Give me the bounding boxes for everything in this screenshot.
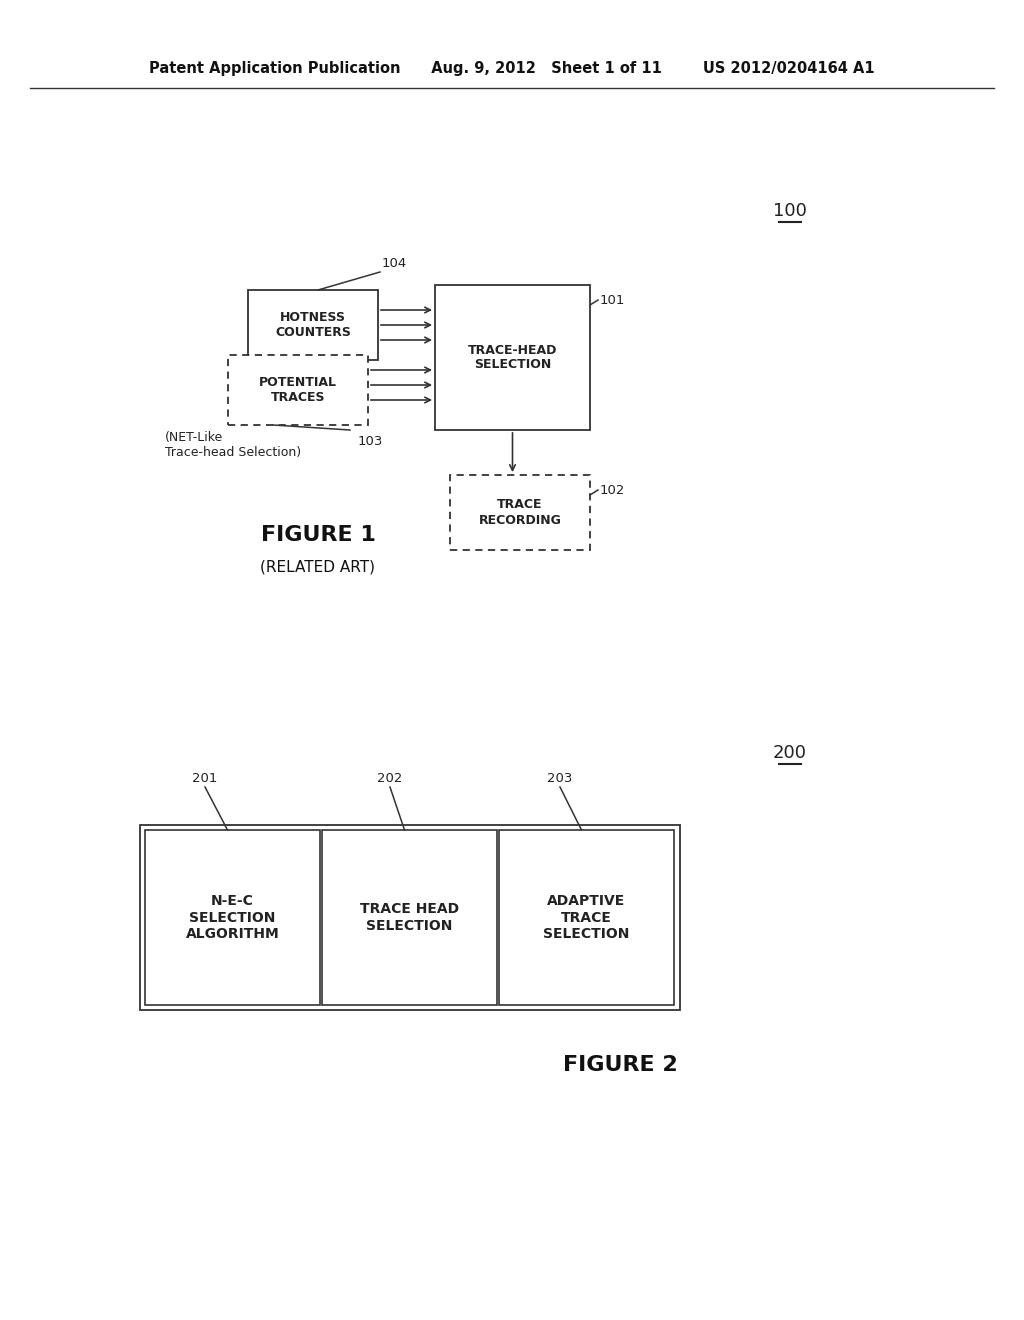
Text: 201: 201 — [193, 772, 218, 785]
Text: ADAPTIVE
TRACE
SELECTION: ADAPTIVE TRACE SELECTION — [544, 895, 630, 941]
Bar — [248, 290, 378, 360]
Bar — [435, 285, 590, 430]
Text: 100: 100 — [773, 202, 807, 220]
Bar — [450, 475, 590, 550]
Text: FIGURE 1: FIGURE 1 — [260, 525, 376, 545]
Bar — [140, 825, 680, 1010]
Text: N-E-C
SELECTION
ALGORITHM: N-E-C SELECTION ALGORITHM — [185, 895, 280, 941]
Text: 104: 104 — [382, 257, 408, 271]
Text: 203: 203 — [547, 772, 572, 785]
Text: Patent Application Publication      Aug. 9, 2012   Sheet 1 of 11        US 2012/: Patent Application Publication Aug. 9, 2… — [150, 61, 874, 75]
Text: 102: 102 — [600, 483, 626, 496]
Text: HOTNESS
COUNTERS: HOTNESS COUNTERS — [275, 312, 351, 339]
Text: (RELATED ART): (RELATED ART) — [260, 560, 376, 576]
Text: FIGURE 2: FIGURE 2 — [562, 1055, 677, 1074]
Text: TRACE
RECORDING: TRACE RECORDING — [478, 499, 561, 527]
Text: 101: 101 — [600, 293, 626, 306]
Bar — [228, 355, 368, 425]
Bar — [145, 830, 319, 1005]
Text: TRACE HEAD
SELECTION: TRACE HEAD SELECTION — [360, 903, 459, 933]
Text: (NET-Like
Trace-head Selection): (NET-Like Trace-head Selection) — [165, 432, 301, 459]
Text: 200: 200 — [773, 744, 807, 762]
Bar — [499, 830, 674, 1005]
Text: TRACE-HEAD
SELECTION: TRACE-HEAD SELECTION — [468, 343, 557, 371]
Text: POTENTIAL
TRACES: POTENTIAL TRACES — [259, 376, 337, 404]
Text: 202: 202 — [377, 772, 402, 785]
Text: 103: 103 — [358, 436, 383, 447]
Bar — [322, 830, 497, 1005]
